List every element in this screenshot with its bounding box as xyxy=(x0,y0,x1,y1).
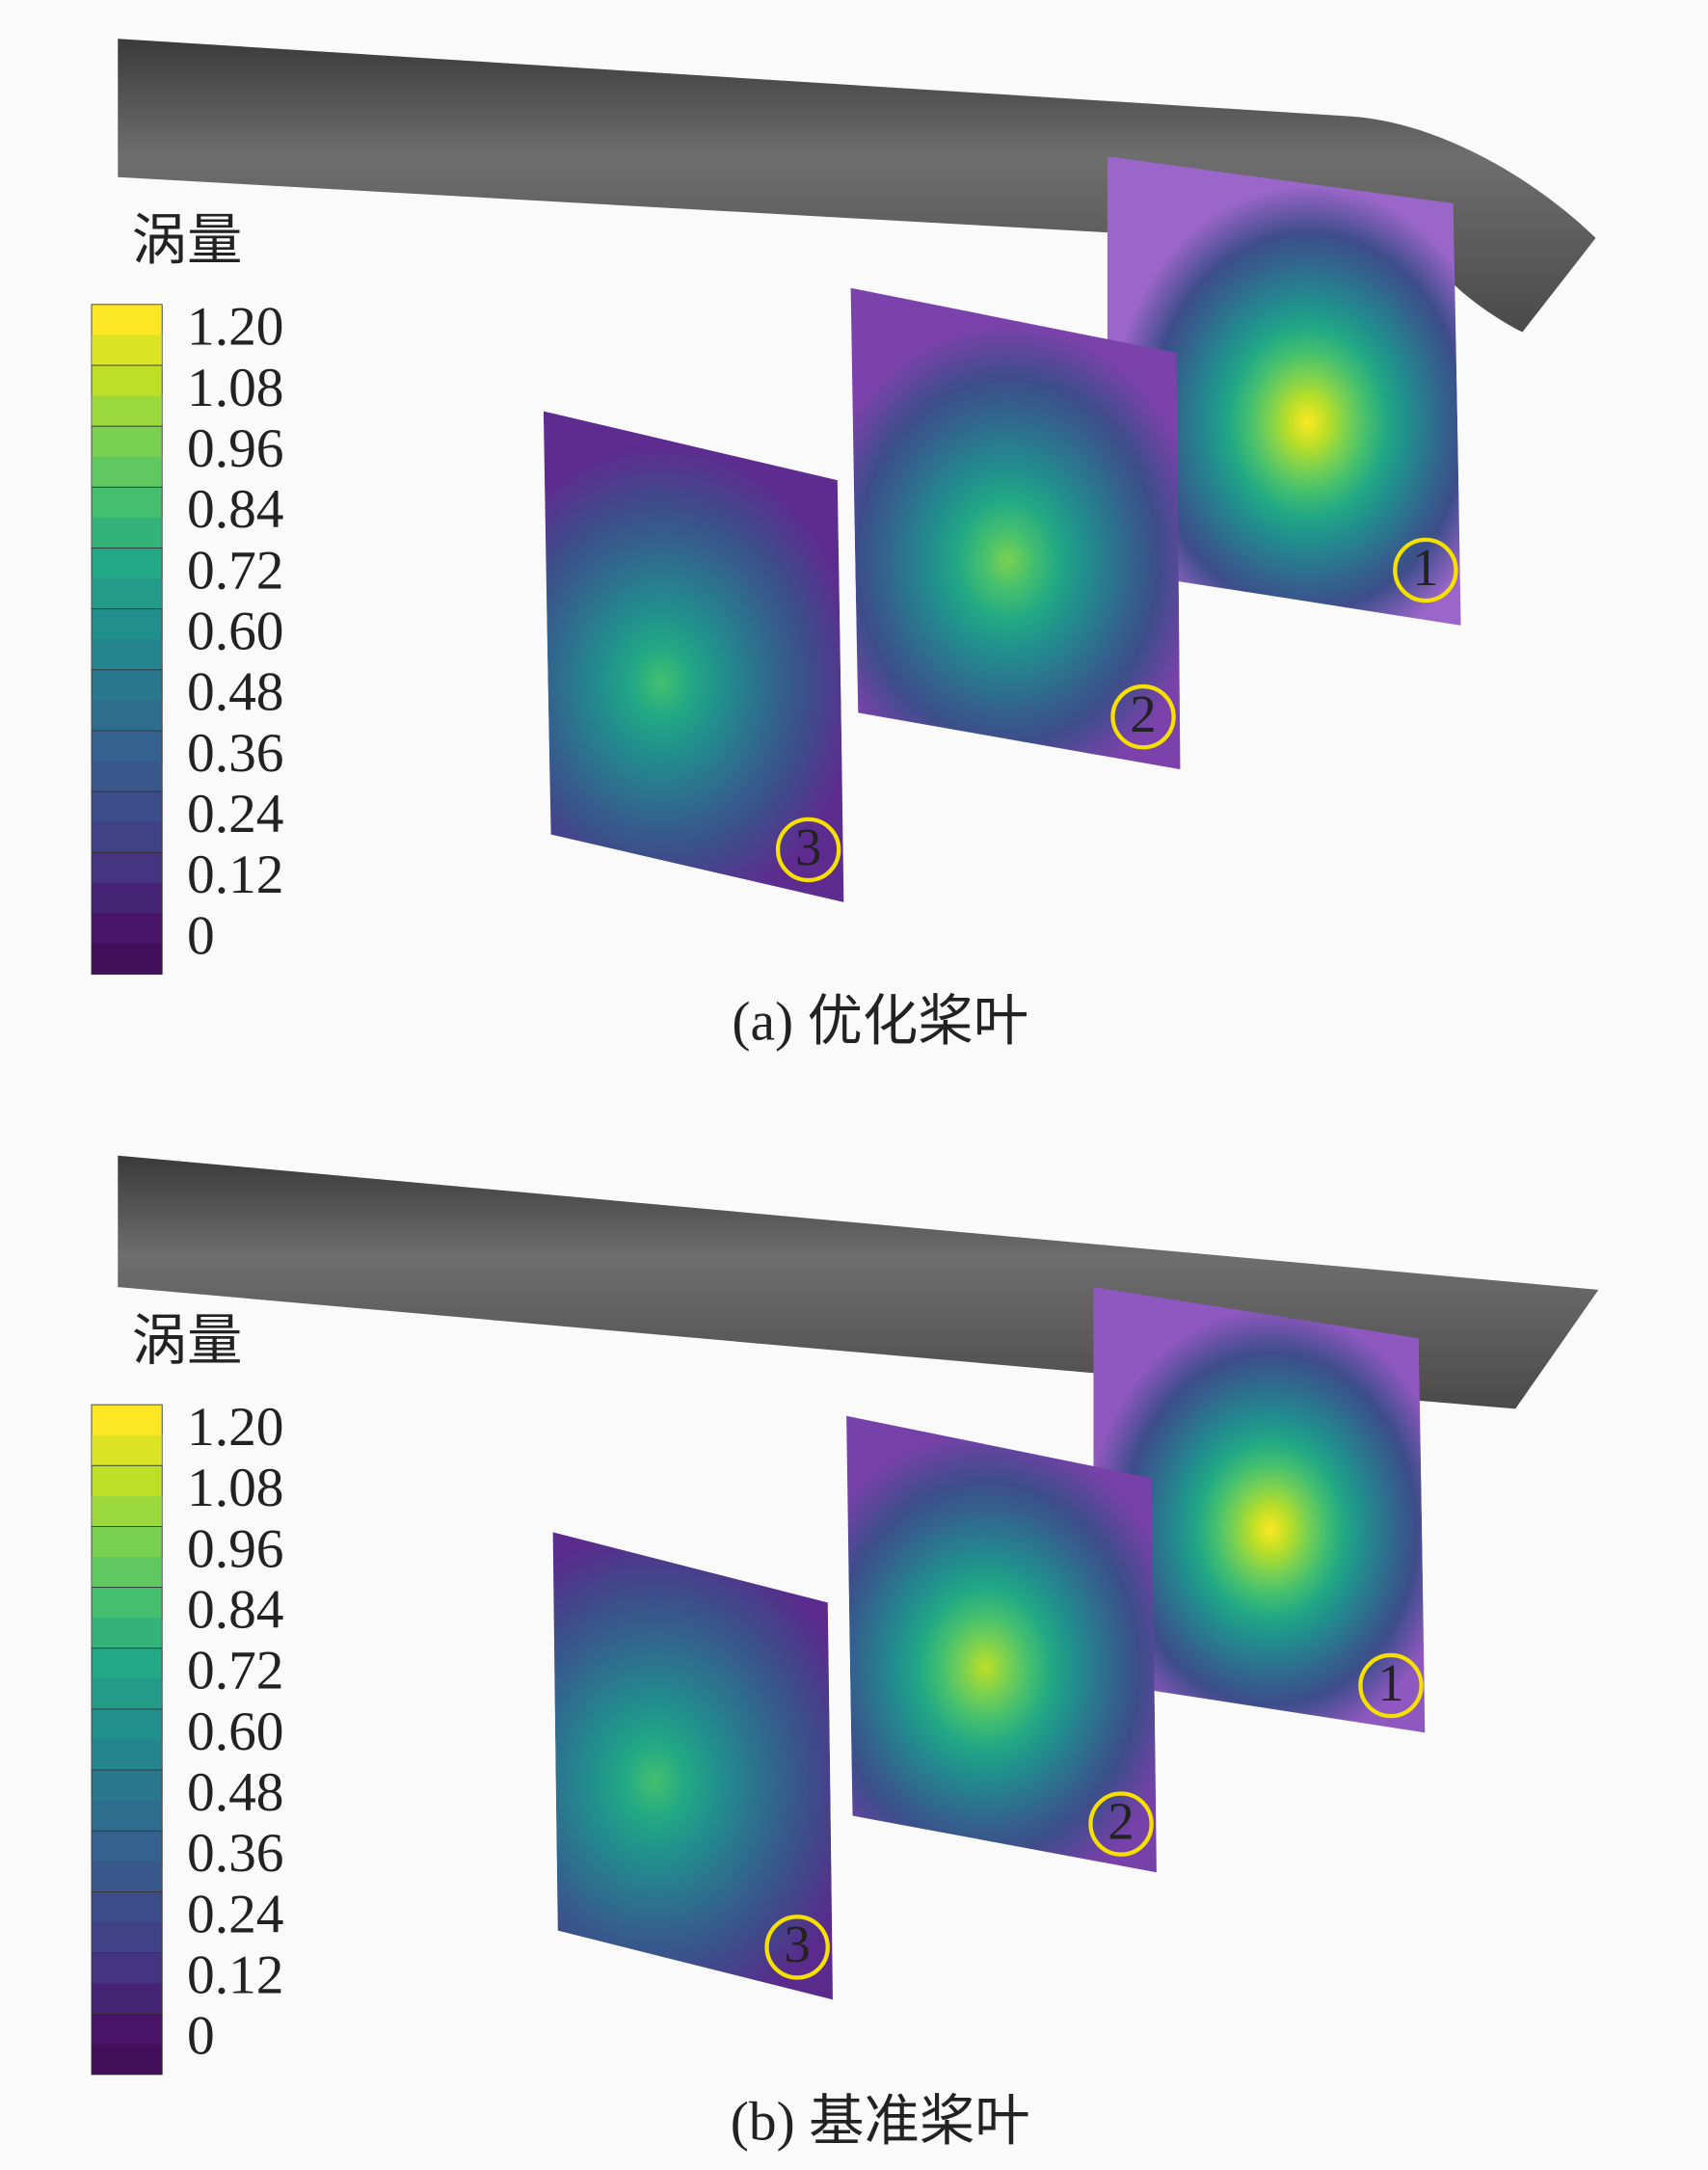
legend-label: 0.96 xyxy=(187,418,283,479)
legend-label: 1.08 xyxy=(187,358,283,418)
legend-label: 0 xyxy=(187,2006,215,2067)
panel: 1 2 3 涡量 1.201.080.960.840.720.600.480.360.2… xyxy=(91,39,1596,1052)
marker-circle xyxy=(775,817,841,883)
legend-label: 0.84 xyxy=(187,1580,283,1641)
legend-label: 0.60 xyxy=(187,1701,283,1762)
legend-label: 0.36 xyxy=(187,723,283,784)
marker-circle xyxy=(1088,1791,1154,1857)
legend-label: 1.20 xyxy=(187,1397,283,1458)
contour-plane xyxy=(1107,156,1462,626)
blade xyxy=(118,39,1596,333)
marker-label: 1 xyxy=(1377,1653,1403,1712)
caption: (a) 优化桨叶 xyxy=(732,991,1028,1052)
marker-label: 1 xyxy=(1412,538,1438,597)
marker-label: 2 xyxy=(1108,1791,1134,1850)
marker-label: 2 xyxy=(1130,684,1156,743)
legend-label: 0.60 xyxy=(187,602,283,662)
contour-plane xyxy=(1093,1287,1426,1733)
legend-label: 0 xyxy=(187,905,215,966)
legend-label: 0.12 xyxy=(187,1944,283,2005)
marker-circle xyxy=(1393,537,1458,603)
marker-circle xyxy=(1110,683,1176,750)
contour-plane xyxy=(552,1532,834,2000)
panel: 1 2 3 涡量 1.201.080.960.840.720.600.480.360.2… xyxy=(91,1155,1599,2153)
contour-plane xyxy=(849,287,1181,770)
legend-label: 0.48 xyxy=(187,662,283,723)
legend-label: 0.48 xyxy=(187,1762,283,1823)
contour-plane xyxy=(845,1415,1158,1873)
legend-title: 涡量 xyxy=(132,211,243,272)
legend-label: 0.12 xyxy=(187,844,283,905)
marker-circle xyxy=(1358,1652,1424,1719)
legend-label: 0.72 xyxy=(187,1641,283,1701)
legend-label: 0.24 xyxy=(187,1884,283,1944)
legend-label: 0.96 xyxy=(187,1518,283,1579)
legend-title: 涡量 xyxy=(132,1311,243,1372)
legend-label: 0.84 xyxy=(187,479,283,540)
legend-label: 1.20 xyxy=(187,297,283,358)
marker-circle xyxy=(764,1915,830,1980)
legend-label: 0.24 xyxy=(187,784,283,844)
caption: (b) 基准桨叶 xyxy=(731,2092,1030,2153)
legend-label: 0.72 xyxy=(187,540,283,601)
marker-label: 3 xyxy=(795,817,821,876)
marker-label: 3 xyxy=(785,1915,811,1973)
legend-label: 0.36 xyxy=(187,1823,283,1884)
contour-plane xyxy=(542,411,844,903)
legend-label: 1.08 xyxy=(187,1458,283,1518)
